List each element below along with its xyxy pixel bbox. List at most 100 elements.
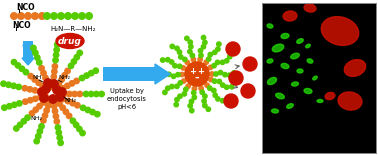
Text: NCO: NCO — [16, 2, 35, 12]
Circle shape — [33, 107, 39, 112]
Circle shape — [42, 85, 50, 93]
Circle shape — [192, 62, 197, 66]
Circle shape — [77, 50, 82, 56]
Circle shape — [188, 40, 192, 44]
Circle shape — [88, 91, 94, 97]
Circle shape — [204, 67, 209, 72]
Circle shape — [39, 13, 45, 19]
Text: NH₂: NH₂ — [58, 75, 70, 80]
Circle shape — [58, 13, 64, 19]
Circle shape — [228, 54, 232, 59]
Circle shape — [11, 59, 17, 65]
Circle shape — [56, 91, 62, 97]
Circle shape — [243, 57, 257, 71]
Circle shape — [14, 126, 19, 131]
Circle shape — [52, 108, 58, 114]
Ellipse shape — [267, 24, 273, 28]
Circle shape — [36, 134, 41, 139]
Circle shape — [34, 139, 39, 144]
Circle shape — [56, 81, 62, 87]
Circle shape — [197, 78, 201, 82]
Circle shape — [212, 79, 217, 83]
Circle shape — [170, 84, 174, 89]
Circle shape — [80, 130, 85, 136]
Circle shape — [32, 77, 37, 82]
Polygon shape — [22, 58, 34, 65]
Ellipse shape — [291, 82, 299, 86]
Circle shape — [68, 63, 74, 68]
Circle shape — [32, 13, 38, 19]
Circle shape — [212, 50, 217, 55]
Circle shape — [220, 83, 225, 87]
Circle shape — [28, 73, 33, 79]
Circle shape — [50, 80, 58, 88]
Polygon shape — [155, 64, 170, 84]
Ellipse shape — [297, 39, 303, 43]
Circle shape — [41, 118, 46, 123]
Circle shape — [191, 67, 195, 72]
Circle shape — [44, 96, 50, 102]
Circle shape — [201, 35, 206, 40]
Circle shape — [65, 68, 70, 74]
Circle shape — [54, 47, 59, 53]
Circle shape — [225, 85, 229, 89]
Circle shape — [6, 82, 11, 88]
Ellipse shape — [313, 76, 317, 80]
Ellipse shape — [344, 60, 366, 76]
Circle shape — [62, 73, 67, 78]
Ellipse shape — [307, 59, 313, 63]
Ellipse shape — [56, 34, 84, 49]
Circle shape — [60, 105, 65, 110]
Circle shape — [162, 72, 167, 76]
Circle shape — [16, 84, 22, 90]
Text: NH: NH — [32, 75, 42, 80]
Circle shape — [166, 58, 170, 62]
Circle shape — [184, 87, 188, 92]
Circle shape — [202, 80, 206, 84]
Ellipse shape — [283, 11, 297, 21]
Circle shape — [191, 57, 195, 62]
Circle shape — [70, 118, 76, 124]
Circle shape — [214, 72, 218, 76]
Circle shape — [60, 96, 66, 102]
Circle shape — [86, 13, 92, 19]
Circle shape — [225, 59, 229, 63]
Circle shape — [201, 63, 206, 68]
Circle shape — [23, 99, 28, 104]
Circle shape — [190, 53, 195, 58]
Circle shape — [53, 86, 61, 94]
Circle shape — [39, 124, 44, 129]
Circle shape — [206, 107, 211, 111]
Circle shape — [65, 83, 70, 89]
Circle shape — [205, 83, 209, 87]
Circle shape — [21, 119, 26, 124]
Circle shape — [77, 126, 82, 132]
Circle shape — [203, 103, 207, 108]
Ellipse shape — [338, 92, 362, 110]
Circle shape — [12, 102, 17, 107]
Circle shape — [178, 81, 183, 85]
Circle shape — [208, 86, 212, 90]
Circle shape — [35, 55, 40, 60]
Circle shape — [37, 103, 42, 109]
Circle shape — [204, 76, 209, 80]
Circle shape — [45, 80, 50, 85]
Circle shape — [197, 61, 201, 66]
FancyBboxPatch shape — [23, 41, 33, 58]
Circle shape — [79, 13, 85, 19]
Circle shape — [39, 66, 44, 71]
Circle shape — [52, 64, 57, 69]
Text: Uptake by
endocytosis
pH<6: Uptake by endocytosis pH<6 — [107, 88, 147, 110]
Circle shape — [36, 80, 41, 85]
Circle shape — [40, 100, 46, 105]
Circle shape — [40, 83, 45, 89]
Circle shape — [85, 107, 90, 113]
Circle shape — [67, 91, 72, 97]
Circle shape — [241, 84, 255, 98]
Circle shape — [174, 102, 178, 107]
Circle shape — [200, 90, 204, 95]
Circle shape — [212, 63, 216, 68]
Circle shape — [94, 91, 99, 97]
Circle shape — [189, 108, 194, 113]
Circle shape — [189, 69, 194, 74]
